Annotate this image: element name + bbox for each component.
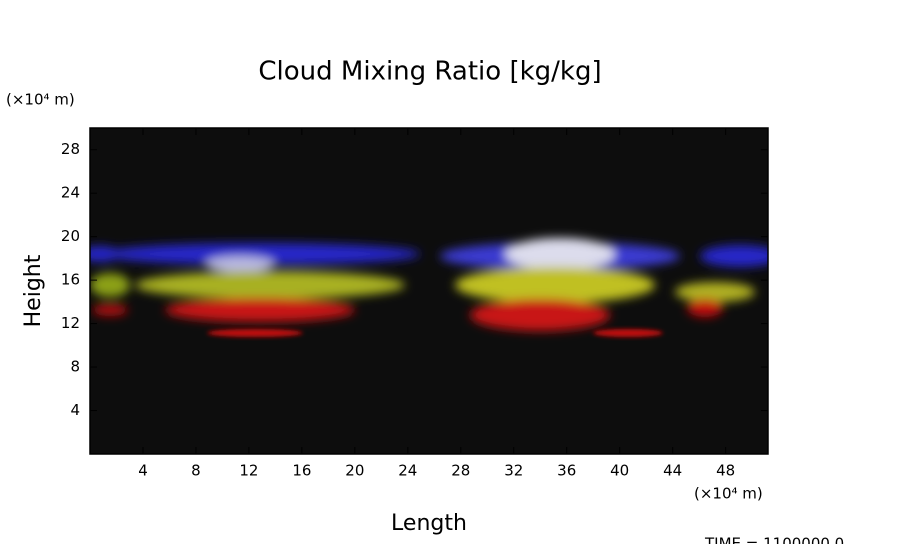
time-label: TIME = 1100000.0 [704, 535, 844, 544]
cloud-blue [700, 245, 768, 267]
cloud-red [470, 299, 610, 331]
plot-frame [89, 127, 769, 455]
x-tick-label: 4 [138, 462, 148, 480]
cloud-yellow [90, 273, 130, 297]
cloud-red [687, 299, 723, 317]
cloud-yellow [135, 271, 405, 299]
y-tick-label: 8 [70, 358, 80, 376]
cloud-red [165, 298, 355, 322]
cloud-white [505, 238, 615, 270]
x-tick-label: 12 [239, 462, 258, 480]
x-tick-label: 48 [716, 462, 735, 480]
x-tick-label: 8 [191, 462, 201, 480]
x-tick-label: 32 [504, 462, 523, 480]
y-tick-label: 24 [61, 184, 80, 202]
x-tick-label: 16 [292, 462, 311, 480]
cloud-yellow [455, 267, 655, 303]
y-tick-label: 12 [61, 314, 80, 332]
x-tick-label: 20 [345, 462, 364, 480]
x-tick-label: 36 [557, 462, 576, 480]
x-unit: (×10⁴ m) [694, 485, 763, 503]
cloud-blue [90, 246, 120, 262]
cloud-render [90, 238, 768, 337]
y-tick-label: 4 [70, 401, 80, 419]
cloud-white [205, 256, 275, 272]
y-unit: (×10⁴ m) [6, 91, 75, 109]
x-axis-label: Length [391, 511, 467, 536]
cloud-red [92, 304, 128, 316]
y-axis-label: Height [21, 254, 46, 327]
cloud-red [593, 329, 663, 337]
y-tick-label: 20 [61, 227, 80, 245]
x-tick-label: 24 [398, 462, 417, 480]
y-tick-label: 16 [61, 271, 80, 289]
cloud-red [207, 329, 303, 337]
cloud-blue [100, 243, 420, 265]
x-tick-label: 44 [663, 462, 682, 480]
x-tick-label: 40 [610, 462, 629, 480]
x-tick-label: 28 [451, 462, 470, 480]
cloud-yellow [675, 282, 755, 302]
chart-title: Cloud Mixing Ratio [kg/kg] [258, 57, 601, 87]
y-tick-label: 28 [61, 140, 80, 158]
